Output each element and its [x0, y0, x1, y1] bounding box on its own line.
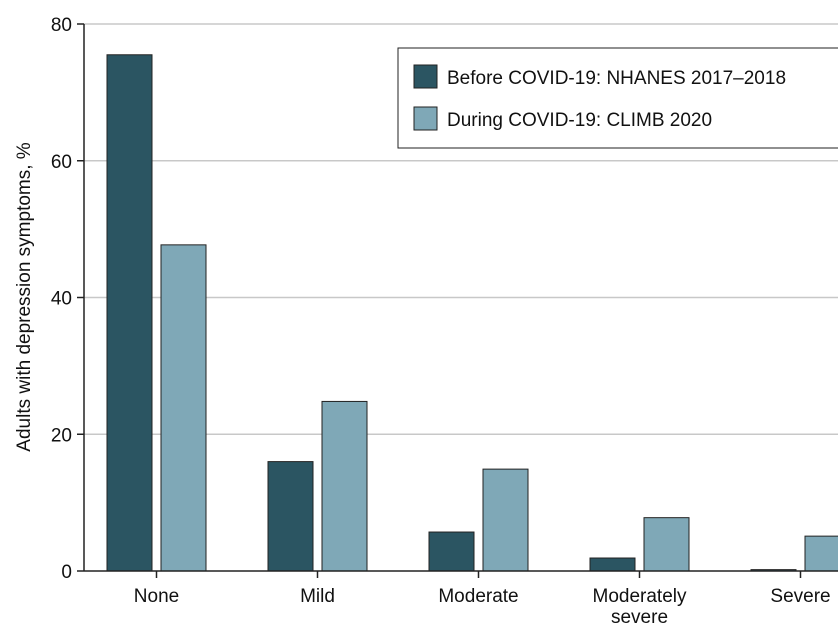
- legend-box: [397, 47, 838, 149]
- y-tick-label-0: 0: [61, 562, 72, 583]
- bar-series1-category3: [643, 517, 690, 572]
- bar-series0-category2: [428, 531, 475, 572]
- x-tick-label-2: Moderate: [438, 586, 518, 607]
- x-tick-label-4: Severe: [770, 586, 830, 607]
- y-tick-label-1: 20: [51, 425, 72, 446]
- bar-series1-category0: [160, 244, 207, 572]
- bar-series0-category3: [589, 557, 636, 572]
- bar-series1-category4: [804, 535, 838, 572]
- x-tick-label-0: None: [134, 586, 179, 607]
- bar-series1-category2: [482, 468, 529, 572]
- y-axis-title: Adults with depression symptoms, %: [14, 142, 35, 452]
- tick-labels: 0 20 40 60 80 None Mild Moderate Moderately sever…: [51, 15, 831, 628]
- bar-series0-category1: [267, 461, 314, 572]
- y-tick-label-2: 40: [51, 289, 72, 310]
- gridlines: [84, 23, 838, 435]
- bar-series0-category0: [106, 54, 153, 572]
- legend-swatch-during: [413, 106, 438, 131]
- y-tick-label-4: 80: [51, 15, 72, 36]
- x-tick-label-3: Moderately severe: [593, 586, 687, 628]
- bar-series1-category1: [321, 400, 368, 572]
- legend: Before COVID-19: NHANES 2017–2018 During…: [397, 47, 838, 149]
- x-tick-label-1: Mild: [300, 586, 335, 607]
- legend-swatch-before: [413, 64, 438, 89]
- legend-label-during: During COVID-19: CLIMB 2020: [447, 110, 712, 131]
- legend-label-before: Before COVID-19: NHANES 2017–2018: [447, 68, 786, 89]
- y-tick-label-3: 60: [51, 152, 72, 173]
